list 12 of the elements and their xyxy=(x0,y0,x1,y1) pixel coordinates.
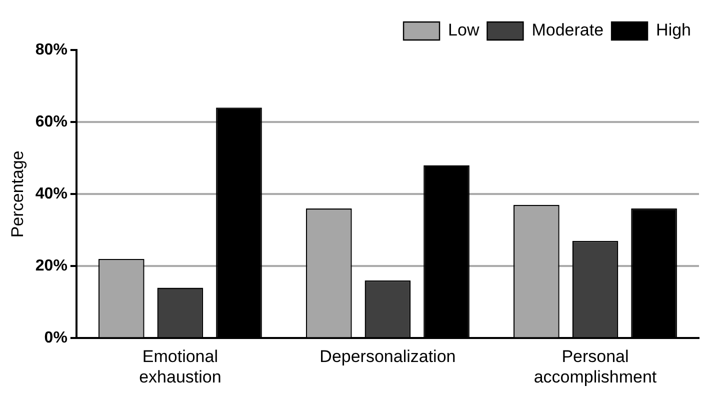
legend-label: High xyxy=(656,20,692,40)
y-tick-label: 20% xyxy=(35,258,68,275)
y-tick-label: 0% xyxy=(44,330,68,347)
x-tick-label: Personal accomplishment xyxy=(534,347,657,386)
y-axis-title: Percentage xyxy=(8,150,27,238)
y-tick-label: 80% xyxy=(35,41,68,58)
legend-label: Moderate xyxy=(532,20,604,40)
legend-label: Low xyxy=(448,20,480,40)
y-tick-label: 60% xyxy=(35,113,68,130)
y-tick-label: 40% xyxy=(35,186,68,203)
x-tick-label: Depersonalization xyxy=(320,347,456,366)
x-tick-label: Emotional exhaustion xyxy=(139,347,222,386)
